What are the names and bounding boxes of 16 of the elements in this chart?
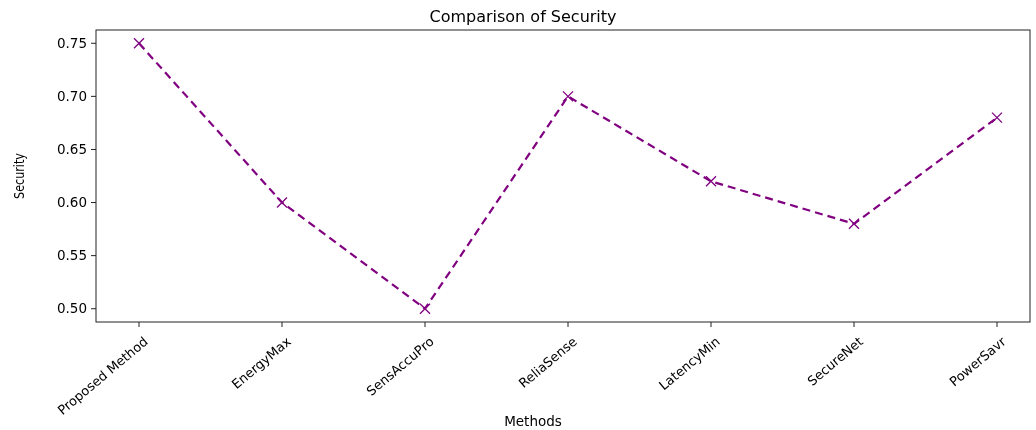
point xyxy=(705,175,717,187)
y-tick-label: 0.70 xyxy=(56,88,87,105)
point xyxy=(562,90,574,103)
y-tick-label: 0.60 xyxy=(56,194,87,211)
point xyxy=(848,218,860,230)
point xyxy=(133,37,145,49)
y-tick-label: 0.65 xyxy=(56,141,87,158)
point xyxy=(991,111,1003,124)
x-axis-title: Methods xyxy=(504,413,562,429)
chart-title: Comparison of Security xyxy=(429,7,617,26)
point xyxy=(419,303,431,315)
y-tick-label: 0.75 xyxy=(56,35,87,51)
y-axis-title: Security xyxy=(10,152,28,199)
point xyxy=(276,196,288,209)
y-tick-label: 0.55 xyxy=(56,247,87,264)
y-tick-label: 0.50 xyxy=(56,300,87,317)
